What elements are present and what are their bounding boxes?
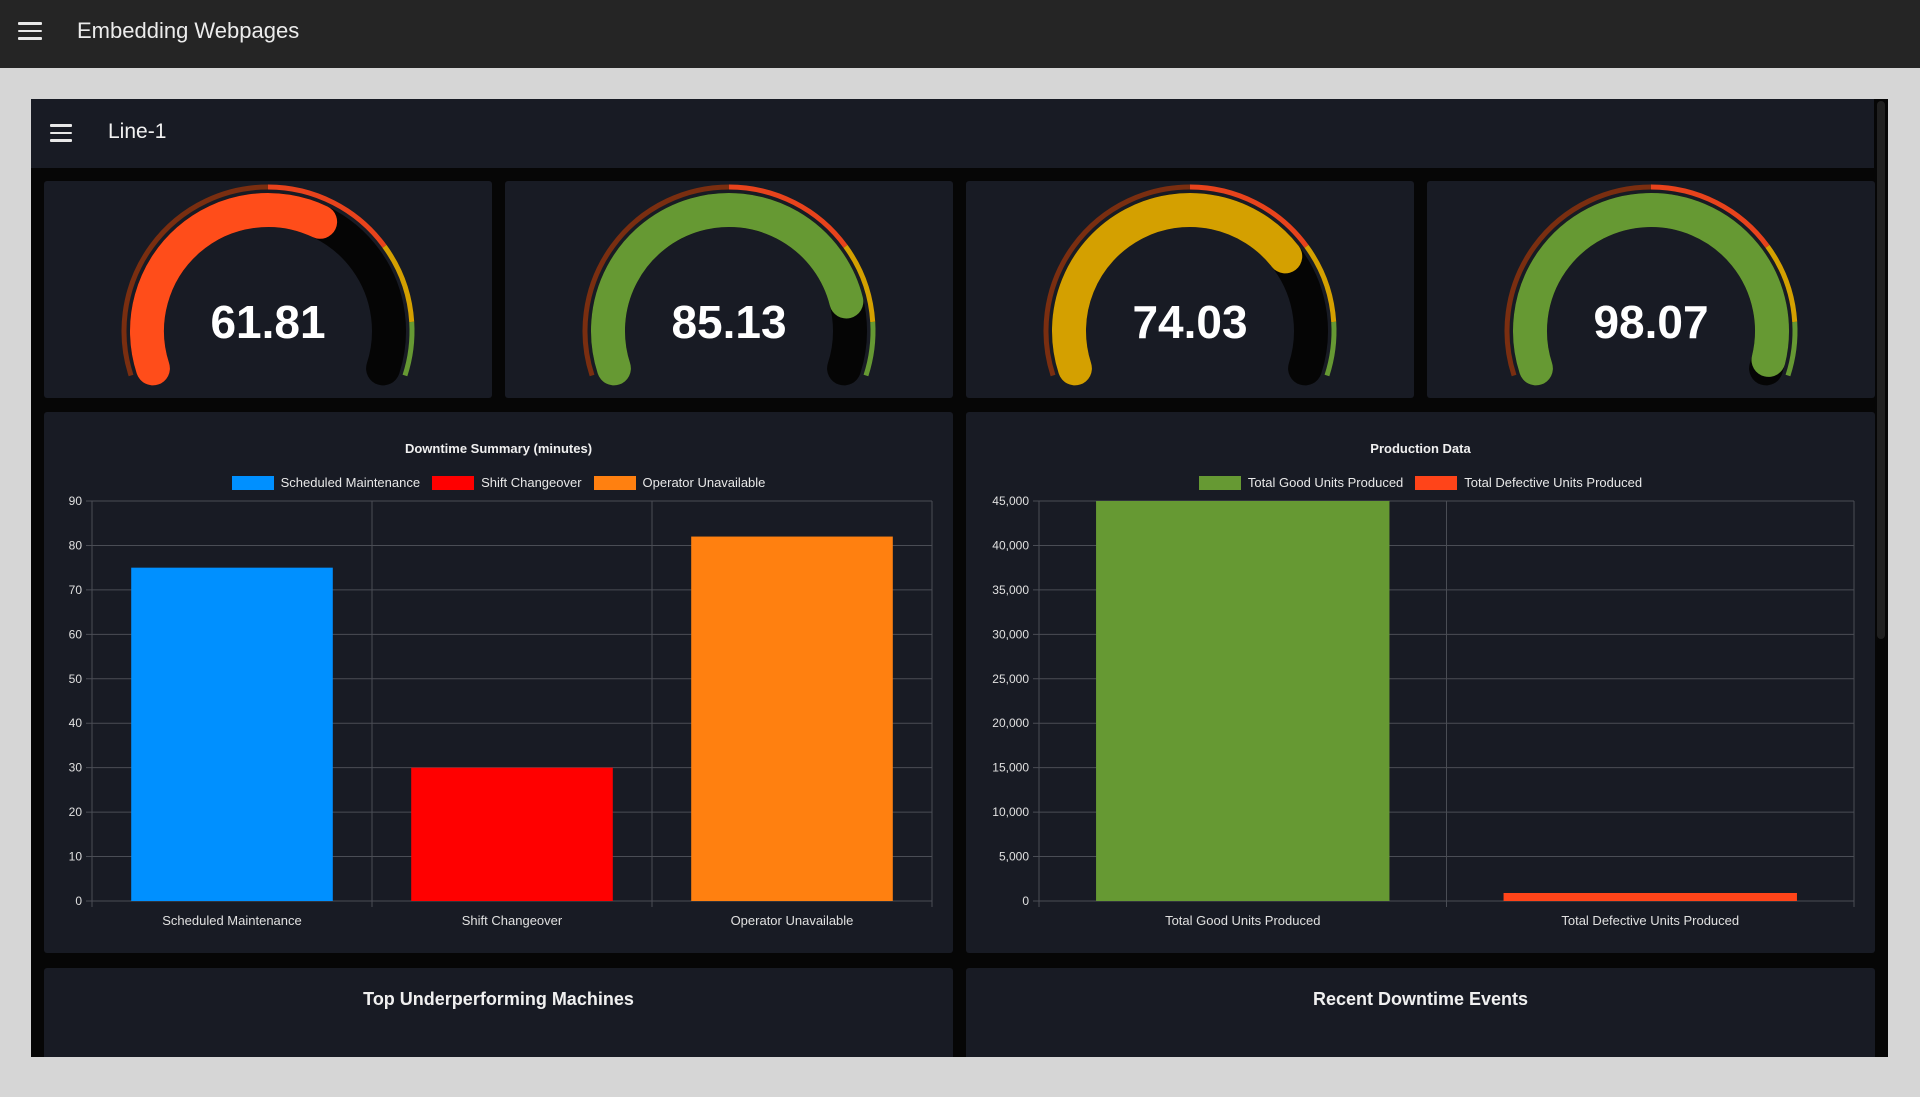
gauge-value-arc bbox=[1052, 193, 1303, 386]
gauge-card-quality: Quality 98.07 0 100 bbox=[1427, 181, 1875, 398]
legend-swatch bbox=[231, 475, 274, 490]
gauge-sector-band bbox=[1304, 244, 1337, 323]
legend-item[interactable]: Shift Changeover bbox=[432, 475, 582, 490]
downtime-summary-card: Downtime Summary (minutes) Scheduled Mai… bbox=[44, 412, 953, 953]
chart-title: Production Data bbox=[1370, 441, 1471, 456]
gauge-value-arc bbox=[591, 192, 864, 386]
y-tick-label: 40 bbox=[69, 716, 83, 730]
bar bbox=[1503, 893, 1797, 901]
chart-legend: Total Good Units Produced Total Defective… bbox=[966, 475, 1875, 490]
legend-swatch bbox=[1198, 475, 1241, 490]
y-tick-label: 25,000 bbox=[992, 672, 1029, 686]
x-tick-label: Shift Changeover bbox=[462, 913, 563, 928]
legend-label: Total Good Units Produced bbox=[1247, 475, 1404, 490]
dashboard-menu-icon[interactable] bbox=[50, 124, 72, 144]
y-tick-label: 50 bbox=[69, 672, 83, 686]
app-title: Embedding Webpages bbox=[77, 18, 300, 43]
legend-swatch bbox=[432, 475, 475, 490]
legend-label: Scheduled Maintenance bbox=[280, 475, 421, 490]
x-tick-label: Total Good Units Produced bbox=[1165, 913, 1320, 928]
gauge-sector-band bbox=[1504, 184, 1652, 377]
legend-item[interactable]: Total Defective Units Produced bbox=[1415, 475, 1642, 490]
downtime-bar-chart: 0 10 20 30 40 50 60 70 80 90 Scheduled Maintenance… bbox=[69, 494, 933, 928]
y-tick-label: 80 bbox=[69, 538, 83, 552]
gauge-value-arc bbox=[130, 193, 338, 386]
underperforming-machines-panel: Top Underperforming Machines bbox=[44, 968, 953, 1057]
legend-label: Operator Unavailable bbox=[642, 475, 766, 490]
y-tick-label: 20 bbox=[69, 805, 83, 819]
production-bar-chart: 0 5,000 10,000 15,000 20,000 25,000 30,000 35,0… bbox=[992, 494, 1855, 928]
gauge-sector-band bbox=[863, 321, 876, 377]
production-data-card: Production Data Total Good Units Produce… bbox=[966, 412, 1875, 953]
gauge-sector-band bbox=[1189, 184, 1309, 248]
gauge-value: 61.81 bbox=[210, 296, 326, 348]
recent-downtime-panel: Recent Downtime Events bbox=[966, 968, 1875, 1057]
y-tick-label: 30,000 bbox=[992, 627, 1029, 641]
quality-gauge bbox=[1504, 184, 1798, 386]
bar bbox=[131, 567, 333, 901]
y-tick-label: 90 bbox=[69, 494, 83, 508]
gauge-sector-band bbox=[1765, 244, 1798, 323]
legend-label: Total Defective Units Produced bbox=[1464, 475, 1643, 490]
panel-title: Top Underperforming Machines bbox=[363, 989, 634, 1009]
y-tick-label: 60 bbox=[69, 627, 83, 641]
gauge-value-arc bbox=[1513, 193, 1789, 386]
x-tick-label: Scheduled Maintenance bbox=[162, 913, 302, 928]
gauge-sector-band bbox=[1324, 321, 1337, 377]
y-tick-label: 10 bbox=[69, 850, 83, 864]
bar bbox=[691, 536, 893, 901]
gauge-sector-band bbox=[382, 244, 415, 323]
y-tick-label: 15,000 bbox=[992, 761, 1029, 775]
x-tick-label: Total Defective Units Produced bbox=[1561, 913, 1739, 928]
gauge-card-oee: OEE 61.81 0 100 bbox=[44, 181, 492, 398]
gauge-sector-band bbox=[728, 184, 848, 248]
gauge-sector-band bbox=[1043, 184, 1191, 377]
y-tick-label: 70 bbox=[69, 583, 83, 597]
gauge-sector-band bbox=[267, 184, 387, 248]
bar bbox=[411, 767, 613, 901]
gauge-value: 85.13 bbox=[671, 296, 787, 348]
panel-title: Recent Downtime Events bbox=[1312, 989, 1529, 1009]
legend-swatch bbox=[593, 475, 636, 490]
chart-title: Downtime Summary (minutes) bbox=[404, 441, 593, 456]
oee-gauge bbox=[121, 184, 415, 386]
gauge-sector-band bbox=[1650, 184, 1770, 248]
gauge-value: 98.07 bbox=[1593, 296, 1709, 348]
gauge-sector-band bbox=[843, 244, 876, 323]
legend-label: Shift Changeover bbox=[481, 475, 582, 490]
legend-item[interactable]: Operator Unavailable bbox=[593, 475, 766, 490]
y-tick-label: 0 bbox=[75, 894, 82, 908]
scrollbar[interactable] bbox=[1877, 101, 1885, 639]
gauge-sector-band bbox=[1785, 321, 1798, 377]
dashboard-title: Line-1 bbox=[108, 120, 167, 143]
y-tick-label: 40,000 bbox=[992, 538, 1029, 552]
embedded-dashboard-frame: Line-1 OEE 61.81 0 100 Performance 85.13… bbox=[31, 99, 1888, 1057]
gauge-card-performance: Performance 85.13 0 100 bbox=[505, 181, 953, 398]
legend-item[interactable]: Scheduled Maintenance bbox=[231, 475, 421, 490]
gauge-card-availability: Availability 74.03 0 100 bbox=[966, 181, 1414, 398]
legend-item[interactable]: Total Good Units Produced bbox=[1198, 475, 1404, 490]
bar bbox=[1096, 501, 1390, 901]
dashboard-header: Line-1 bbox=[31, 99, 1874, 168]
app-toolbar: Embedding Webpages bbox=[0, 0, 1920, 68]
y-tick-label: 35,000 bbox=[992, 583, 1029, 597]
gauge-sector-band bbox=[121, 184, 269, 377]
performance-gauge bbox=[582, 184, 876, 386]
chart-legend: Scheduled Maintenance Shift Changeover Ope… bbox=[44, 475, 953, 490]
y-tick-label: 30 bbox=[69, 761, 83, 775]
hamburger-menu-icon[interactable] bbox=[18, 22, 42, 44]
y-tick-label: 0 bbox=[1022, 894, 1029, 908]
gauge-sector-band bbox=[582, 184, 730, 377]
y-tick-label: 10,000 bbox=[992, 805, 1029, 819]
x-tick-label: Operator Unavailable bbox=[731, 913, 854, 928]
gauge-value: 74.03 bbox=[1132, 296, 1248, 348]
availability-gauge bbox=[1043, 184, 1337, 386]
y-tick-label: 5,000 bbox=[999, 850, 1029, 864]
y-tick-label: 20,000 bbox=[992, 716, 1029, 730]
gauge-sector-band bbox=[402, 321, 415, 377]
legend-swatch bbox=[1415, 475, 1458, 490]
y-tick-label: 45,000 bbox=[992, 494, 1029, 508]
